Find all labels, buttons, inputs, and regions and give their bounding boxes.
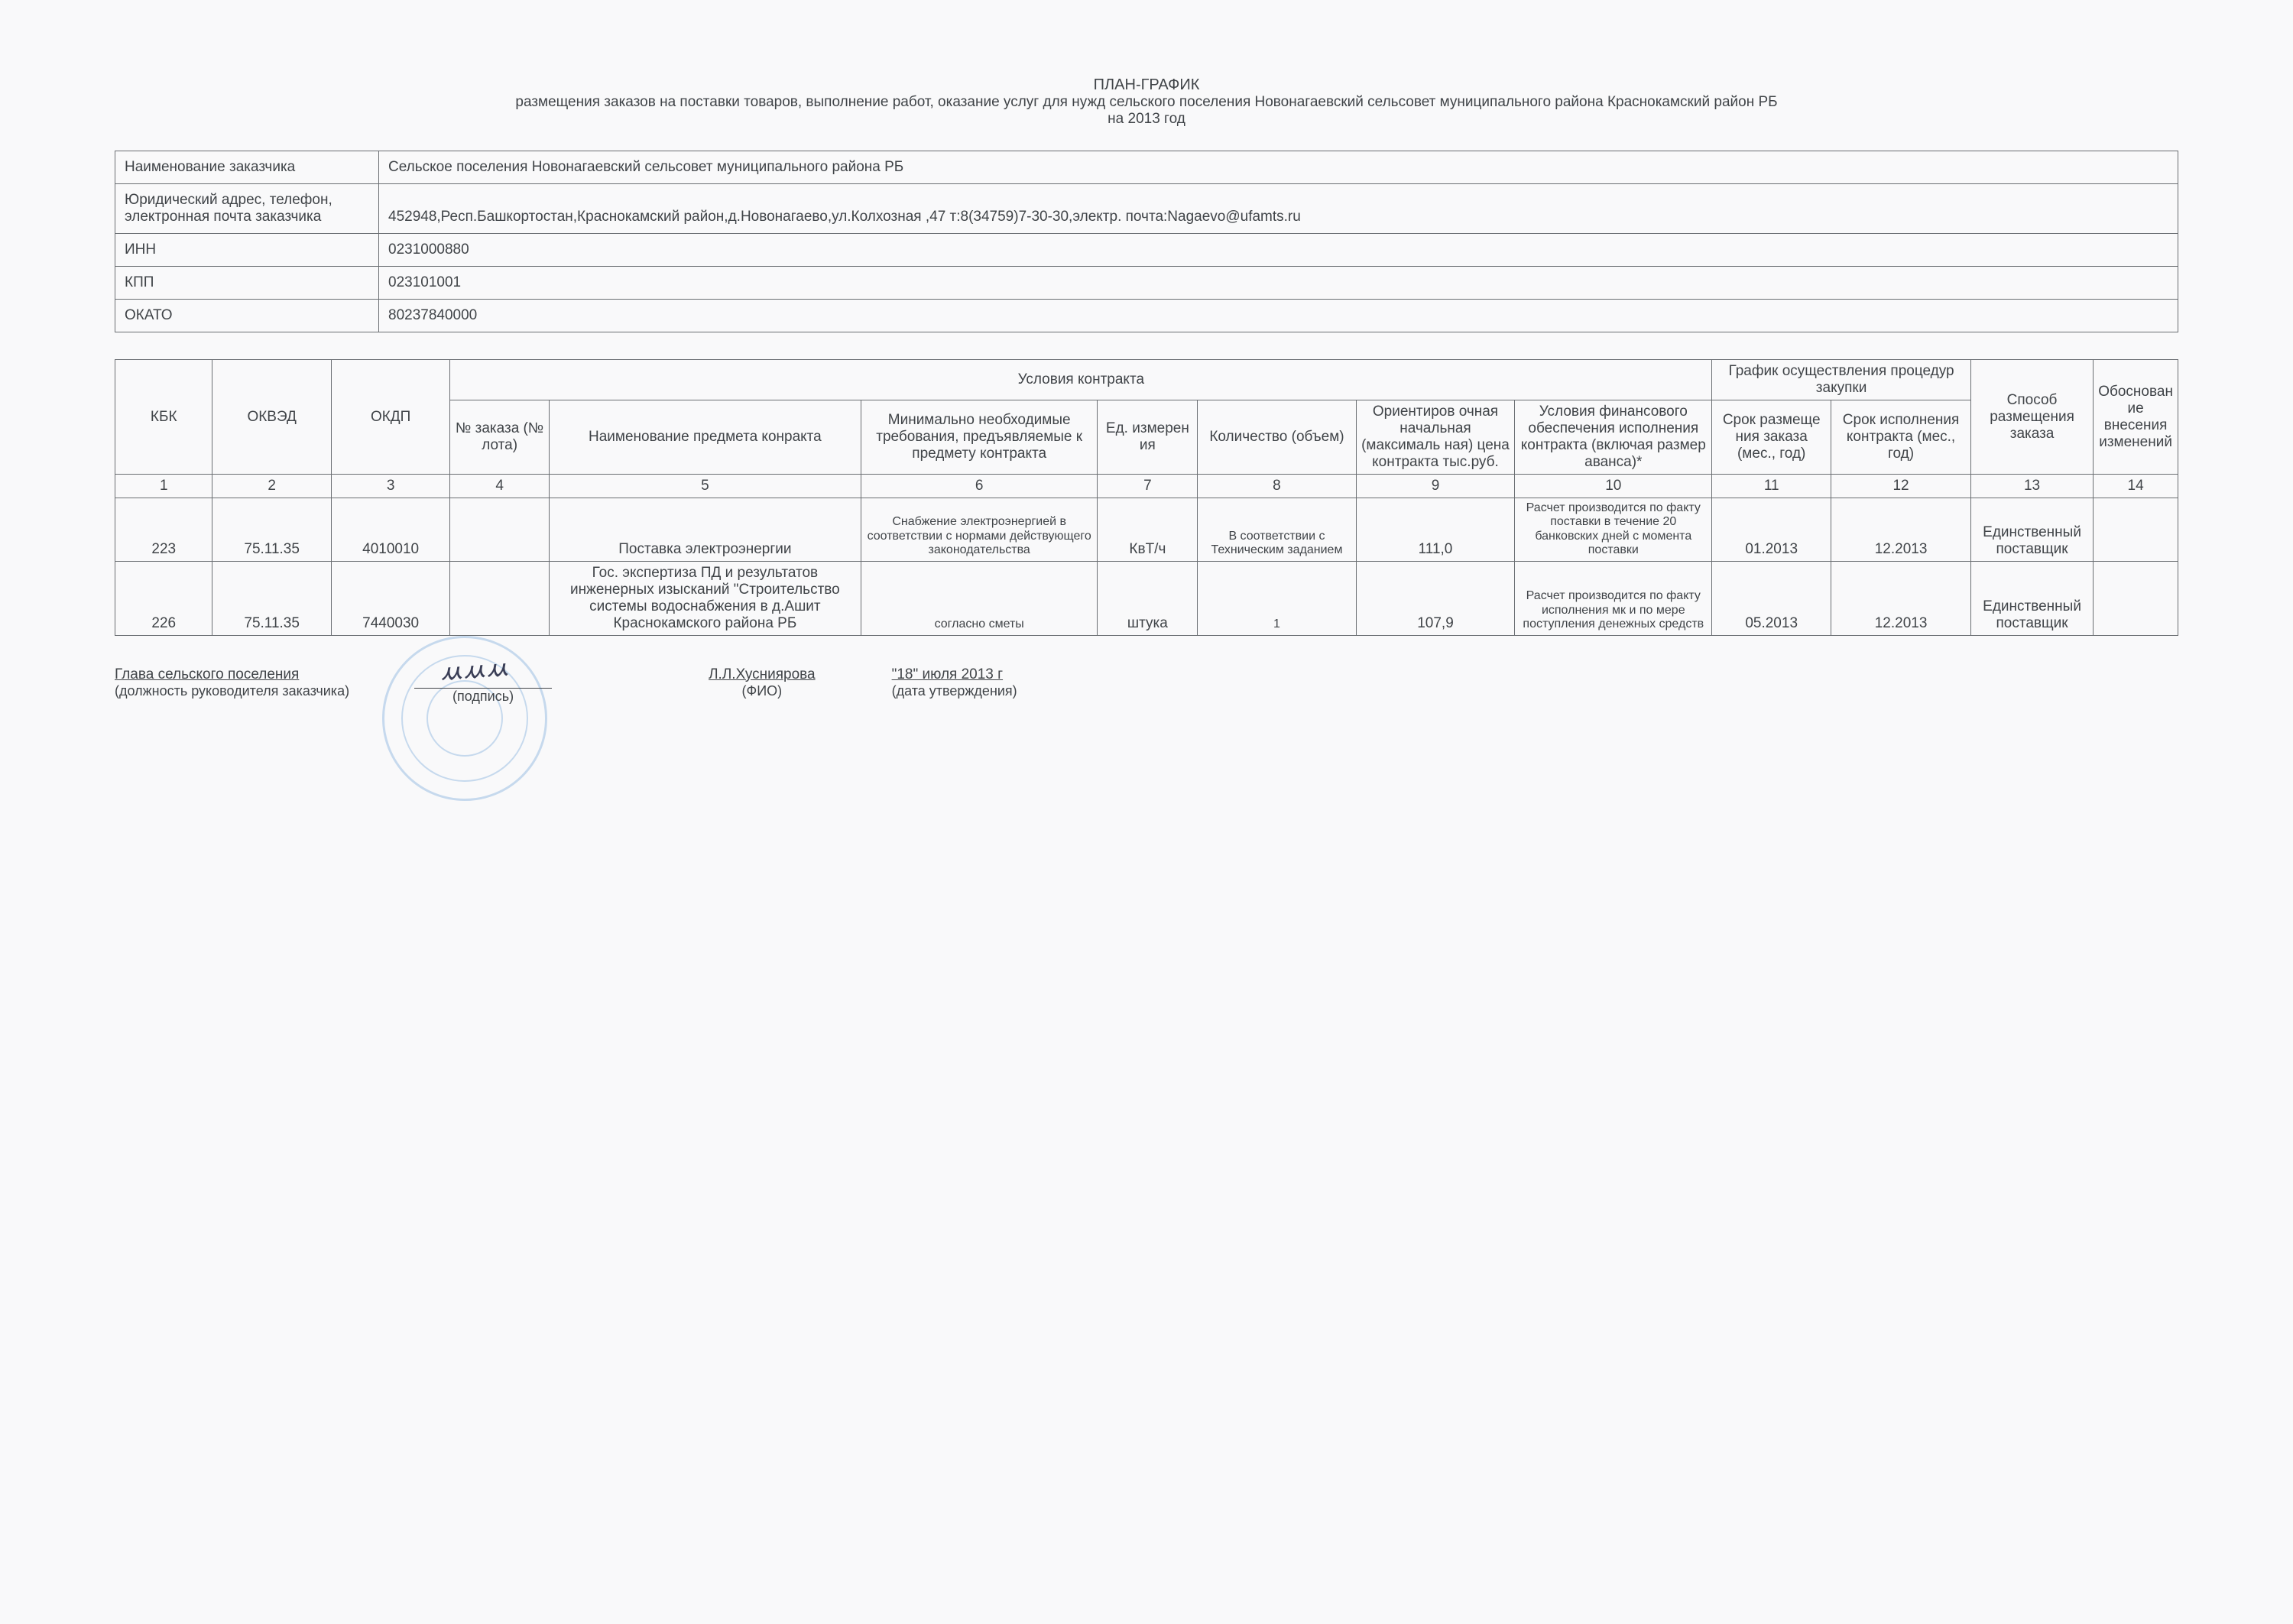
col-number: 1 [115, 475, 212, 498]
cell [2094, 498, 2178, 562]
col-number: 11 [1712, 475, 1831, 498]
cell: 226 [115, 561, 212, 635]
cell: Снабжение электроэнергией в соответствии… [861, 498, 1098, 562]
col-number: 10 [1515, 475, 1712, 498]
col-number: 6 [861, 475, 1098, 498]
cell: Расчет производится по факту поставки в … [1515, 498, 1712, 562]
cell: В соответствии с Техническим заданием [1198, 498, 1356, 562]
cell: 107,9 [1356, 561, 1515, 635]
cell: 12.2013 [1831, 561, 1971, 635]
cell [450, 498, 549, 562]
cell: 75.11.35 [212, 498, 331, 562]
cell: 4010010 [331, 498, 450, 562]
col-requirements: Минимально необходимые требования, предъ… [861, 400, 1098, 475]
cell: 7440030 [331, 561, 450, 635]
info-value: 80237840000 [379, 300, 2178, 332]
col-number: 14 [2094, 475, 2178, 498]
doc-subtitle: размещения заказов на поставки товаров, … [115, 94, 2178, 111]
footer-position: Глава сельского поселения [115, 666, 349, 683]
cell: 05.2013 [1712, 561, 1831, 635]
cell: 12.2013 [1831, 498, 1971, 562]
col-qty: Количество (объем) [1198, 400, 1356, 475]
col-number: 3 [331, 475, 450, 498]
table-row: 22375.11.354010010 Поставка электроэнерги… [115, 498, 2178, 562]
col-subject: Наименование предмета конракта [549, 400, 861, 475]
col-number: 12 [1831, 475, 1971, 498]
col-number: 7 [1098, 475, 1198, 498]
doc-year: на 2013 год [115, 111, 2178, 128]
info-value: 0231000880 [379, 234, 2178, 267]
signature-scribble: ﾶﾶﾶ [436, 648, 508, 692]
cell: Единственный поставщик [1970, 561, 2093, 635]
doc-title: ПЛАН-ГРАФИК [115, 76, 2178, 94]
col-number: 8 [1198, 475, 1356, 498]
cell [450, 561, 549, 635]
cell: согласно сметы [861, 561, 1098, 635]
col-number: 5 [549, 475, 861, 498]
col-reason: Обоснован ие внесения изменений [2094, 360, 2178, 475]
info-label: Наименование заказчика [115, 151, 379, 184]
col-okved: ОКВЭД [212, 360, 331, 475]
cell: штука [1098, 561, 1198, 635]
cell: 1 [1198, 561, 1356, 635]
footer-fio-sub: (ФИО) [709, 683, 816, 699]
col-number: 9 [1356, 475, 1515, 498]
col-unit: Ед. измерен ия [1098, 400, 1198, 475]
info-label: ОКАТО [115, 300, 379, 332]
col-exec-term: Срок исполнения контракта (мес., год) [1831, 400, 1971, 475]
col-price: Ориентиров очная начальная (максималь на… [1356, 400, 1515, 475]
col-group-schedule: График осуществления процедур закупки [1712, 360, 1971, 400]
cell: 01.2013 [1712, 498, 1831, 562]
info-value: 452948,Респ.Башкортостан,Краснокамский р… [379, 184, 2178, 234]
info-label: ИНН [115, 234, 379, 267]
col-method: Способ размещения заказа [1970, 360, 2093, 475]
col-place-term: Срок размеще ния заказа (мес., год) [1712, 400, 1831, 475]
cell: Гос. экспертиза ПД и результатов инженер… [549, 561, 861, 635]
info-label: КПП [115, 267, 379, 300]
cell: 75.11.35 [212, 561, 331, 635]
col-number: 2 [212, 475, 331, 498]
cell: Единственный поставщик [1970, 498, 2093, 562]
footer-date: "18" июля 2013 г [892, 666, 1017, 683]
table-row: 22675.11.357440030 Гос. экспертиза ПД и р… [115, 561, 2178, 635]
cell: 223 [115, 498, 212, 562]
main-table: КБК ОКВЭД ОКДП Условия контракта График … [115, 359, 2178, 636]
footer-date-sub: (дата утверждения) [892, 683, 1017, 699]
col-lot: № заказа (№ лота) [450, 400, 549, 475]
info-table: Наименование заказчикаСельское поселения… [115, 151, 2178, 332]
col-okdp: ОКДП [331, 360, 450, 475]
footer-position-sub: (должность руководителя заказчика) [115, 683, 349, 699]
cell: 111,0 [1356, 498, 1515, 562]
info-value: 023101001 [379, 267, 2178, 300]
col-kbk: КБК [115, 360, 212, 475]
cell: Поставка электроэнергии [549, 498, 861, 562]
cell: КвТ/ч [1098, 498, 1198, 562]
col-finance: Условия финансового обеспечения исполнен… [1515, 400, 1712, 475]
col-number: 13 [1970, 475, 2093, 498]
info-label: Юридический адрес, телефон, электронная … [115, 184, 379, 234]
footer-signature-sub: (подпись) [395, 689, 571, 705]
cell: Расчет производится по факту исполнения … [1515, 561, 1712, 635]
info-value: Сельское поселения Новонагаевский сельсо… [379, 151, 2178, 184]
col-number: 4 [450, 475, 549, 498]
footer-fio: Л.Л.Хусниярова [709, 666, 816, 683]
footer: Глава сельского поселения (должность рук… [115, 666, 2178, 705]
col-group-contract: Условия контракта [450, 360, 1712, 400]
cell [2094, 561, 2178, 635]
